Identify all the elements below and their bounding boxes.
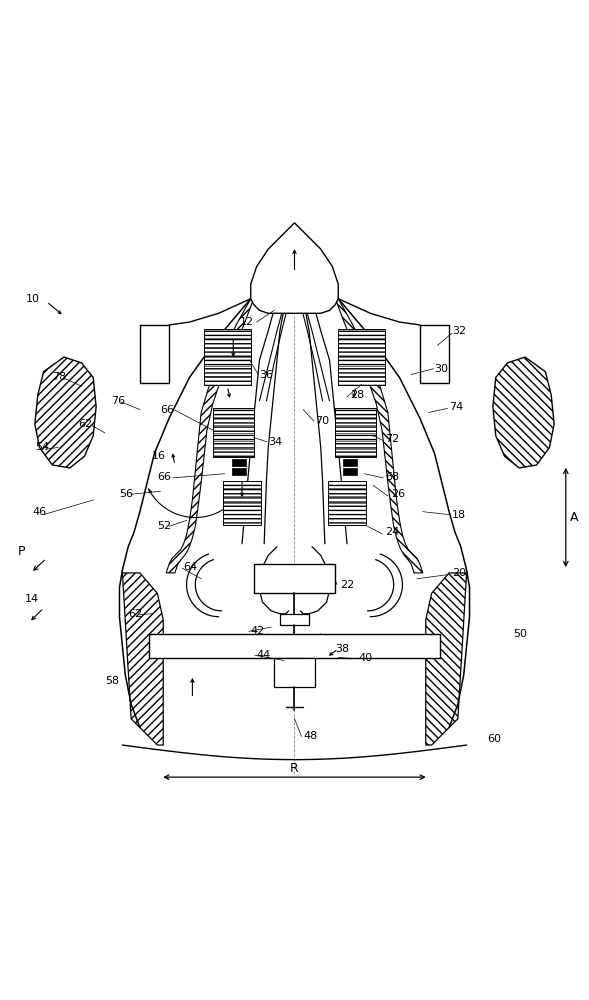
Text: R: R bbox=[290, 762, 299, 775]
Polygon shape bbox=[148, 634, 441, 658]
Text: 26: 26 bbox=[391, 489, 405, 499]
Text: 42: 42 bbox=[251, 626, 265, 636]
Polygon shape bbox=[343, 459, 357, 466]
Text: 58: 58 bbox=[105, 676, 119, 686]
Text: 30: 30 bbox=[435, 364, 449, 374]
Polygon shape bbox=[223, 481, 261, 525]
Text: 62: 62 bbox=[78, 419, 92, 429]
Text: A: A bbox=[570, 511, 578, 524]
Polygon shape bbox=[274, 658, 315, 687]
Text: 10: 10 bbox=[26, 294, 40, 304]
Polygon shape bbox=[204, 329, 251, 385]
Text: 20: 20 bbox=[452, 568, 466, 578]
Polygon shape bbox=[335, 408, 376, 457]
Text: 18: 18 bbox=[452, 510, 466, 520]
Text: 66: 66 bbox=[157, 472, 171, 482]
Text: 38: 38 bbox=[335, 644, 349, 654]
Text: 70: 70 bbox=[315, 416, 329, 426]
Text: 40: 40 bbox=[359, 653, 373, 663]
Text: 68: 68 bbox=[385, 472, 399, 482]
Polygon shape bbox=[343, 468, 357, 475]
Text: 52: 52 bbox=[157, 521, 171, 531]
Polygon shape bbox=[232, 459, 246, 466]
Text: 76: 76 bbox=[111, 396, 125, 406]
Text: 46: 46 bbox=[32, 507, 46, 517]
Polygon shape bbox=[328, 481, 366, 525]
Polygon shape bbox=[338, 329, 385, 385]
Polygon shape bbox=[426, 573, 466, 745]
Text: 72: 72 bbox=[385, 434, 399, 444]
Polygon shape bbox=[254, 564, 335, 593]
Text: 64: 64 bbox=[184, 562, 198, 572]
Polygon shape bbox=[35, 357, 96, 468]
Text: 62: 62 bbox=[128, 609, 143, 619]
Polygon shape bbox=[166, 299, 254, 573]
Polygon shape bbox=[280, 614, 309, 625]
Text: 24: 24 bbox=[385, 527, 399, 537]
Polygon shape bbox=[493, 357, 554, 468]
Text: 34: 34 bbox=[268, 437, 282, 447]
Text: 60: 60 bbox=[487, 734, 501, 744]
Text: 44: 44 bbox=[257, 650, 271, 660]
Polygon shape bbox=[213, 408, 254, 457]
Polygon shape bbox=[232, 468, 246, 475]
Text: 28: 28 bbox=[350, 390, 364, 400]
Text: 50: 50 bbox=[513, 629, 527, 639]
Text: 56: 56 bbox=[120, 489, 134, 499]
Polygon shape bbox=[251, 223, 338, 313]
Text: 22: 22 bbox=[340, 580, 354, 590]
Polygon shape bbox=[335, 299, 423, 573]
Text: 12: 12 bbox=[240, 317, 254, 327]
Text: 54: 54 bbox=[35, 442, 49, 452]
Text: 74: 74 bbox=[449, 402, 464, 412]
Text: 78: 78 bbox=[52, 372, 67, 382]
Text: 32: 32 bbox=[452, 326, 466, 336]
Polygon shape bbox=[123, 573, 163, 745]
Text: 16: 16 bbox=[151, 451, 166, 461]
Text: 36: 36 bbox=[260, 370, 273, 380]
Text: 14: 14 bbox=[25, 594, 39, 604]
Text: P: P bbox=[17, 545, 25, 558]
Text: 66: 66 bbox=[160, 405, 174, 415]
Text: 48: 48 bbox=[303, 731, 317, 741]
